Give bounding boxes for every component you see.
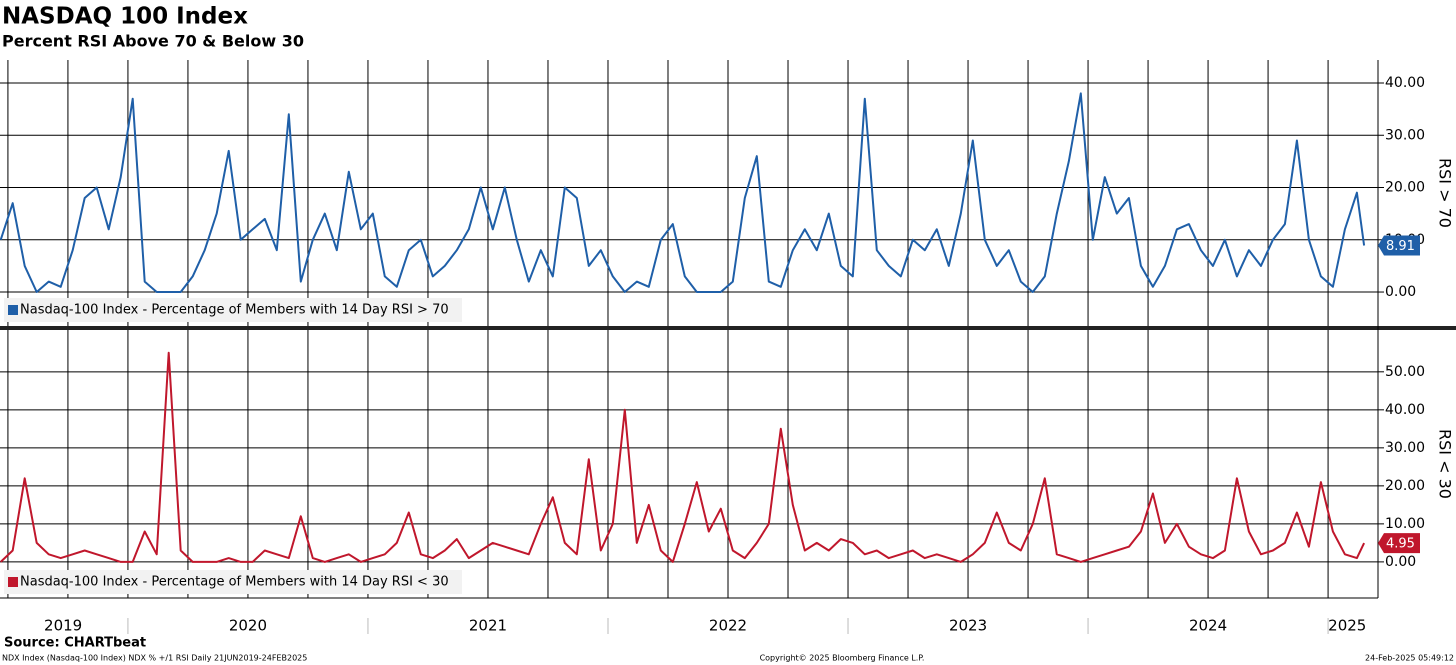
y-tick-label: 30.00 [1385,440,1425,456]
footer-description: NDX Index (Nasdaq-100 Index) NDX % +/1 R… [2,654,307,663]
y-tick-label: 0.00 [1385,554,1416,570]
x-tick-label: 2019 [44,617,82,635]
x-tick-label: 2022 [709,617,747,635]
x-tick-label: 2020 [229,617,267,635]
y-tick-label: 20.00 [1385,478,1425,494]
chart-subtitle: Percent RSI Above 70 & Below 30 [2,32,304,51]
last-value-label: 8.91 [1386,239,1415,254]
x-tick-label: 2021 [469,617,507,635]
x-tick-label: 2023 [949,617,987,635]
x-tick-label: 2025 [1328,617,1366,635]
legend-swatch [8,577,18,587]
chart-title: NASDAQ 100 Index [2,4,248,30]
last-value-badge [1378,533,1420,554]
y-tick-label: 40.00 [1385,75,1425,91]
panel-separator [0,326,1456,330]
data-line [0,92,1366,293]
y-tick-label: 10.00 [1385,516,1425,532]
source: Source: CHARTbeat [4,636,146,651]
x-tick-label: 2024 [1189,617,1227,635]
legend-label: Nasdaq-100 Index - Percentage of Members… [20,303,449,318]
legend-box [4,298,462,322]
copyright: Copyright© 2025 Bloomberg Finance L.P. [760,654,925,663]
y-tick-label: 0.00 [1385,284,1416,300]
y-tick-label: 50.00 [1385,364,1425,380]
last-value-label: 4.95 [1386,537,1415,552]
y-tick-label: 40.00 [1385,402,1425,418]
data-line [0,351,1366,563]
y-tick-label: 20.00 [1385,180,1425,196]
y-tick-label: 30.00 [1385,127,1425,143]
last-value-badge [1378,235,1420,256]
legend-swatch [8,305,18,315]
legend-label: Nasdaq-100 Index - Percentage of Members… [20,575,449,590]
timestamp: 24-Feb-2025 05:49:12 [1365,654,1454,663]
y-axis-label: RSI < 30 [1436,429,1455,499]
y-axis-label: RSI > 70 [1436,158,1455,228]
legend-box [4,570,462,594]
